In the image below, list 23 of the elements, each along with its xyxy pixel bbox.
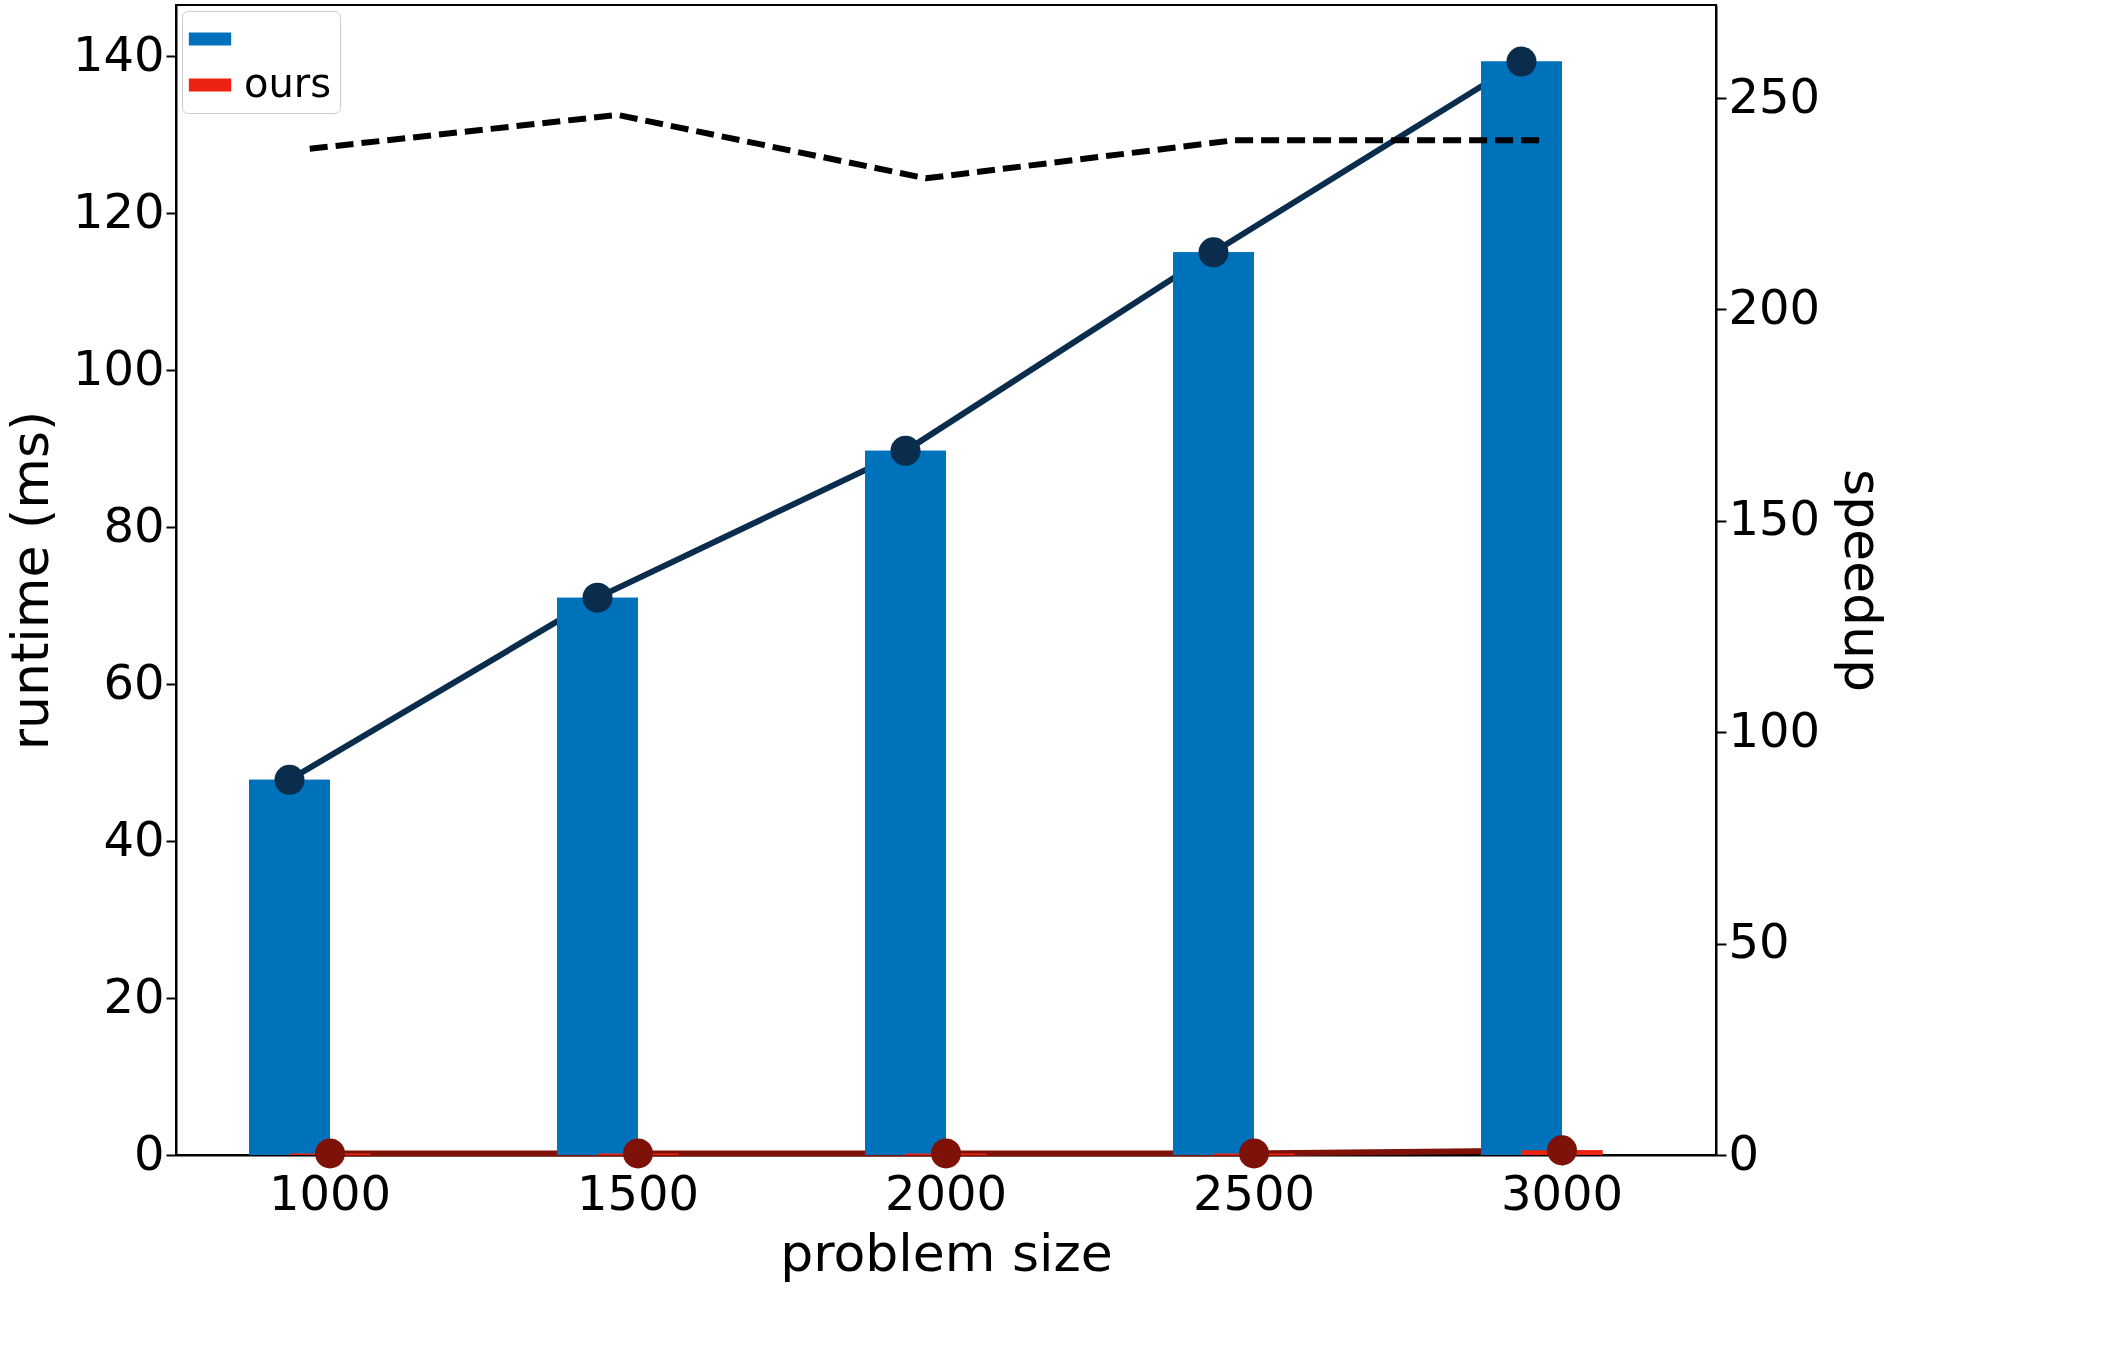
y-tick-label: 140 — [72, 25, 165, 82]
y-axis-title: runtime (ms) — [0, 410, 60, 751]
x-tick-label: 1000 — [268, 1164, 392, 1221]
y-tick-label: 80 — [103, 496, 165, 553]
y-tick-label: 100 — [72, 339, 165, 396]
legend-label: ours — [244, 60, 332, 106]
x-tick-label: 2000 — [884, 1164, 1008, 1221]
x-tick-label: 1500 — [576, 1164, 700, 1221]
x-tick-label: 2500 — [1192, 1164, 1316, 1221]
y2-tick-label: 100 — [1728, 701, 1821, 758]
y-tick-label: 60 — [103, 653, 165, 710]
y2-tick-label: 250 — [1728, 67, 1821, 124]
y-tick-label: 40 — [103, 810, 165, 867]
y-tick-label: 0 — [133, 1124, 165, 1181]
x-axis-title: problem size — [780, 1222, 1113, 1283]
y-tick-label: 120 — [72, 182, 165, 239]
x-tick-label: 3000 — [1500, 1164, 1624, 1221]
y2-tick-label: 0 — [1728, 1124, 1760, 1181]
y2-tick-label: 50 — [1728, 913, 1790, 970]
y2-axis-title: speedup — [1833, 468, 1894, 693]
y2-tick-label: 150 — [1728, 490, 1821, 547]
y-tick-label: 20 — [103, 967, 165, 1024]
y2-tick-label: 200 — [1728, 278, 1821, 335]
